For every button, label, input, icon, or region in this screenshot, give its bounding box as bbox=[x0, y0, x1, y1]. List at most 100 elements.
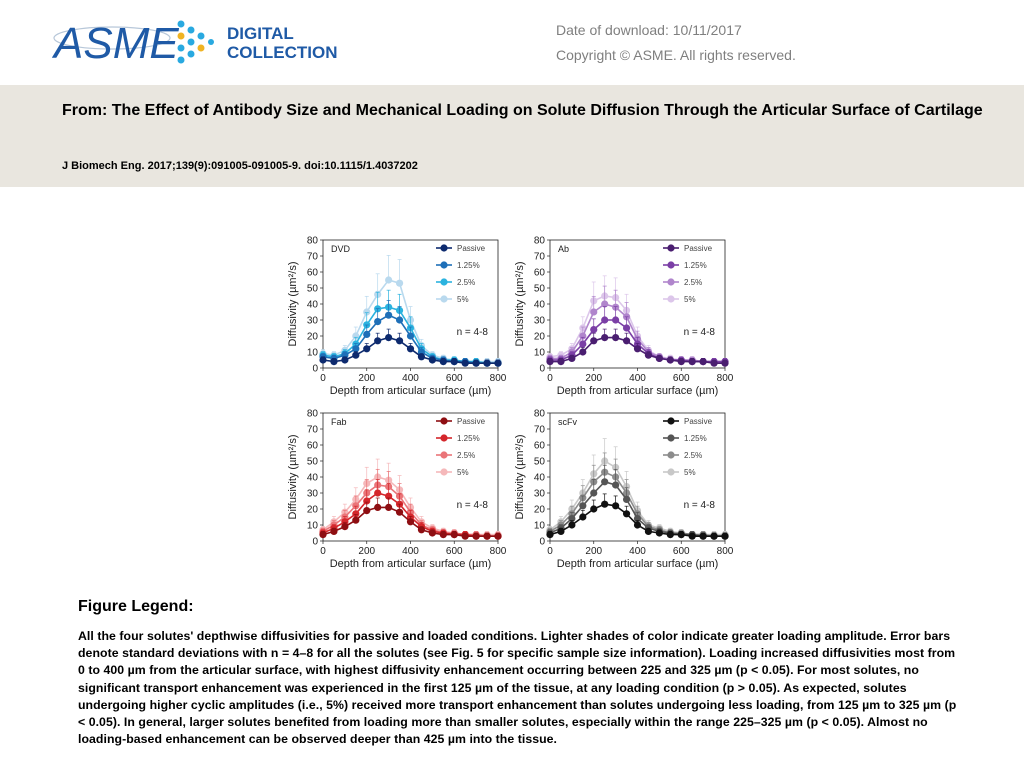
y-tick-label: 50 bbox=[307, 457, 319, 468]
panel-label: Ab bbox=[558, 244, 569, 254]
data-point bbox=[666, 531, 674, 539]
x-tick-label: 600 bbox=[673, 546, 690, 557]
y-tick-label: 0 bbox=[312, 537, 318, 548]
data-point bbox=[352, 510, 360, 518]
data-point bbox=[395, 337, 404, 345]
data-point bbox=[330, 527, 338, 535]
y-tick-label: 60 bbox=[307, 268, 319, 279]
legend-swatch-marker bbox=[667, 244, 675, 252]
y-tick-label: 20 bbox=[307, 332, 319, 343]
data-point bbox=[644, 351, 653, 359]
x-tick-label: 600 bbox=[673, 373, 690, 384]
x-tick-label: 200 bbox=[585, 373, 602, 384]
series-passive bbox=[319, 328, 502, 367]
data-point bbox=[590, 505, 598, 513]
y-tick-label: 10 bbox=[307, 348, 319, 359]
data-point bbox=[363, 345, 371, 353]
legend-swatch-marker bbox=[667, 468, 675, 476]
figure-legend-heading: Figure Legend: bbox=[78, 598, 194, 615]
y-tick-label: 80 bbox=[534, 409, 546, 420]
data-point bbox=[579, 502, 587, 510]
data-point bbox=[494, 532, 502, 540]
data-point bbox=[363, 330, 371, 338]
data-point bbox=[612, 334, 620, 342]
x-tick-label: 400 bbox=[402, 546, 419, 557]
data-point bbox=[385, 503, 393, 511]
data-point bbox=[612, 316, 620, 324]
y-tick-label: 20 bbox=[307, 505, 319, 516]
legend-swatch-marker bbox=[667, 451, 675, 459]
x-tick-label: 0 bbox=[547, 546, 553, 557]
legend-swatch-marker bbox=[440, 278, 448, 286]
data-point bbox=[374, 337, 382, 345]
data-point bbox=[644, 527, 653, 535]
y-tick-label: 60 bbox=[534, 441, 546, 452]
series-passive bbox=[546, 328, 729, 367]
legend-entry: 5% bbox=[684, 295, 696, 304]
data-point bbox=[352, 345, 360, 353]
legend-swatch-marker bbox=[440, 244, 448, 252]
data-point bbox=[546, 531, 554, 539]
article-title: From: The Effect of Antibody Size and Me… bbox=[62, 102, 983, 119]
x-axis-label: Depth from articular surface (µm) bbox=[330, 558, 492, 570]
data-point bbox=[601, 300, 609, 308]
data-point bbox=[385, 276, 393, 284]
legend-entry: Passive bbox=[684, 417, 713, 426]
data-point bbox=[428, 356, 436, 364]
x-tick-label: 400 bbox=[629, 546, 646, 557]
data-point bbox=[557, 358, 565, 366]
y-tick-label: 0 bbox=[539, 364, 545, 375]
data-point bbox=[688, 532, 696, 540]
x-tick-label: 800 bbox=[490, 373, 507, 384]
data-point bbox=[385, 334, 393, 342]
x-axis-label: Depth from articular surface (µm) bbox=[557, 558, 719, 570]
x-tick-label: 400 bbox=[402, 373, 419, 384]
data-point bbox=[352, 502, 360, 510]
data-point bbox=[590, 326, 598, 334]
y-tick-label: 70 bbox=[534, 425, 546, 436]
legend-swatch-marker bbox=[440, 451, 448, 459]
data-point bbox=[710, 359, 718, 367]
y-tick-label: 80 bbox=[307, 236, 319, 247]
data-point bbox=[677, 531, 685, 539]
y-tick-label: 10 bbox=[534, 348, 546, 359]
legend-entry: Passive bbox=[684, 244, 713, 253]
data-point bbox=[579, 513, 587, 521]
logo-sub-2: COLLECTION bbox=[227, 43, 338, 62]
article-citation: J Biomech Eng. 2017;139(9):091005-091005… bbox=[62, 160, 418, 172]
data-point bbox=[633, 345, 642, 353]
data-point bbox=[590, 489, 598, 497]
data-point bbox=[417, 353, 426, 361]
panel-label: DVD bbox=[331, 244, 351, 254]
data-point bbox=[546, 358, 554, 366]
y-tick-label: 50 bbox=[534, 457, 546, 468]
legend-swatch-marker bbox=[440, 434, 448, 442]
data-point bbox=[579, 348, 587, 356]
data-point bbox=[688, 358, 696, 366]
y-tick-label: 20 bbox=[534, 332, 546, 343]
logo-text: ASME bbox=[52, 19, 179, 68]
data-point bbox=[601, 316, 609, 324]
data-point bbox=[341, 356, 349, 364]
x-axis-label: Depth from articular surface (µm) bbox=[330, 385, 492, 397]
data-point bbox=[622, 495, 631, 503]
data-point bbox=[568, 354, 576, 362]
data-point bbox=[395, 508, 404, 516]
legend-swatch-marker bbox=[440, 417, 448, 425]
y-tick-label: 20 bbox=[534, 505, 546, 516]
logo-sub-1: DIGITAL bbox=[227, 24, 294, 43]
legend-entry: 2.5% bbox=[684, 451, 702, 460]
article-band bbox=[0, 85, 1024, 187]
y-tick-label: 40 bbox=[307, 473, 319, 484]
x-tick-label: 400 bbox=[629, 373, 646, 384]
x-tick-label: 600 bbox=[446, 373, 463, 384]
legend-entry: 1.25% bbox=[684, 261, 707, 270]
data-point bbox=[363, 497, 371, 505]
data-point bbox=[633, 521, 642, 529]
panel-label: scFv bbox=[558, 417, 577, 427]
data-point bbox=[428, 529, 436, 537]
legend-entry: Passive bbox=[457, 417, 486, 426]
y-tick-label: 10 bbox=[307, 521, 319, 532]
